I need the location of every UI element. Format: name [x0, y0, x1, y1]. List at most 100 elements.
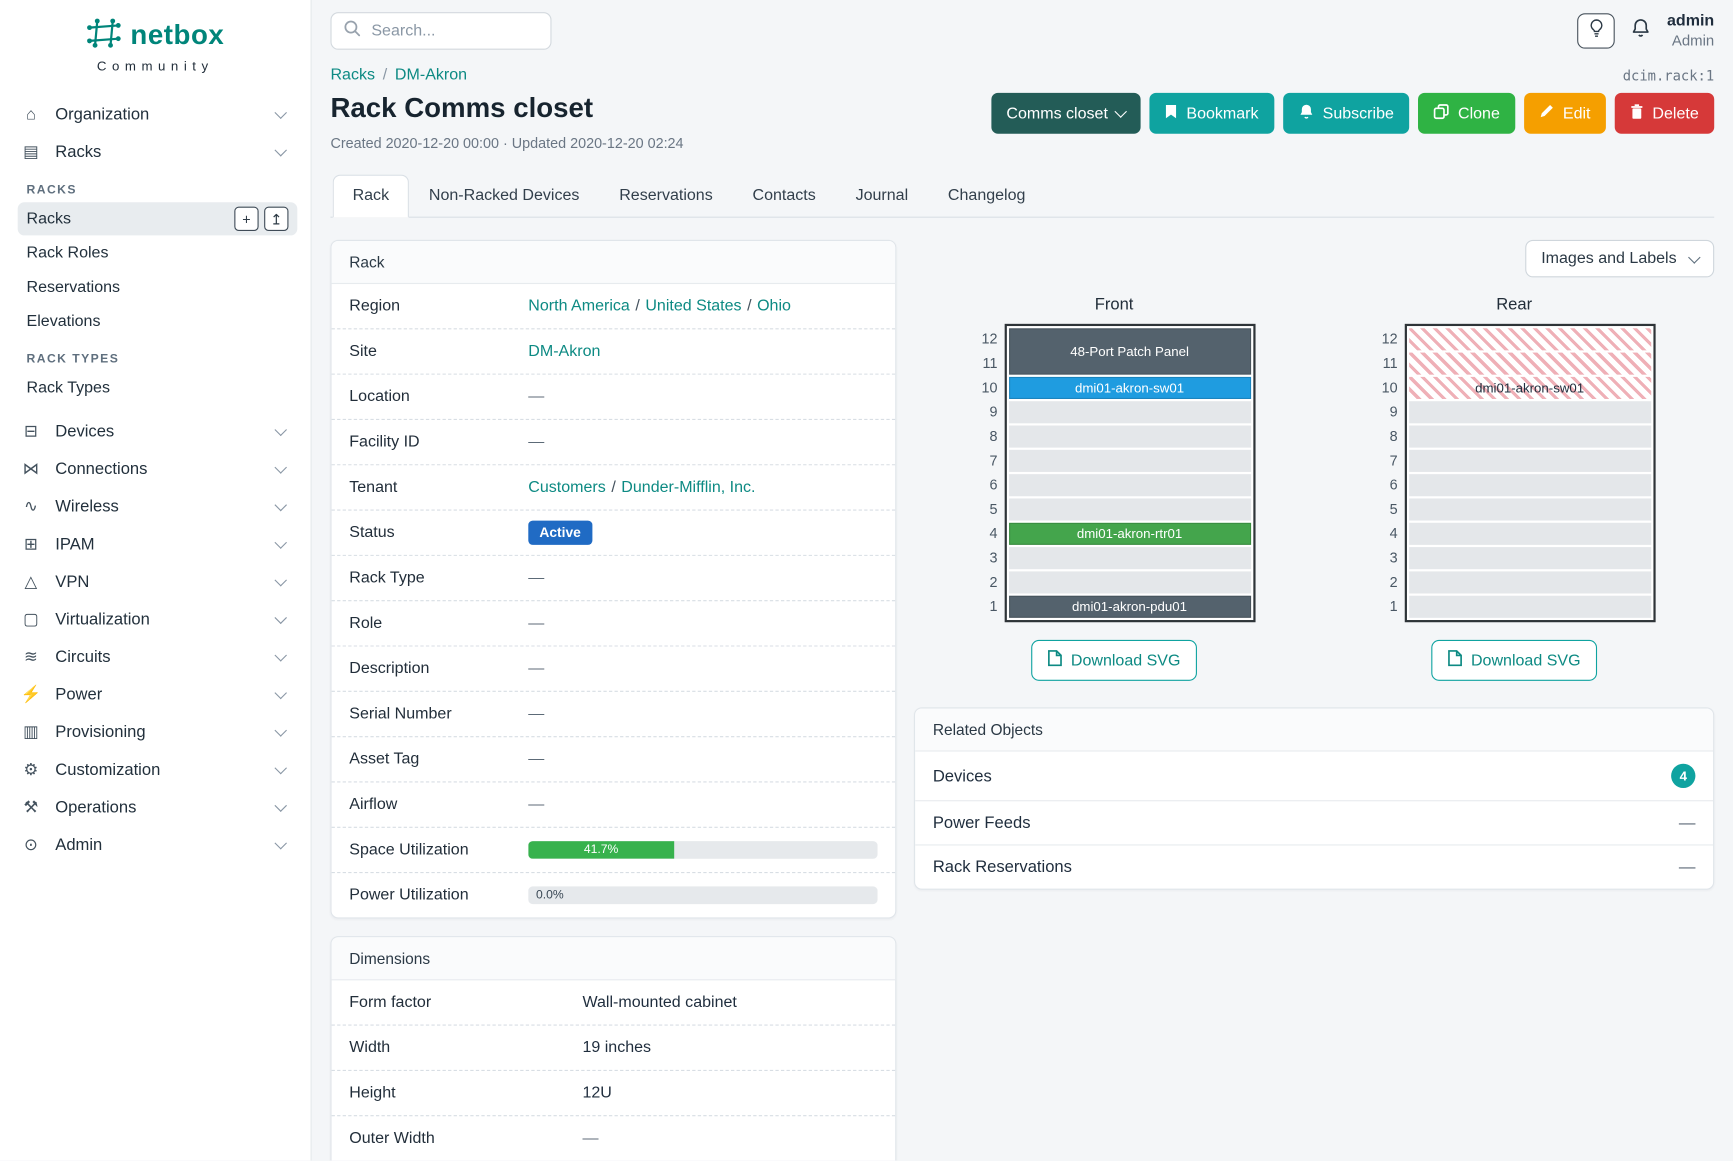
- tab-journal[interactable]: Journal: [855, 186, 909, 205]
- related-row-power-feeds[interactable]: Power Feeds —: [915, 801, 1714, 846]
- chevron-down-icon: [274, 498, 287, 511]
- sidebar-item-connections[interactable]: ⋈ Connections: [11, 450, 299, 488]
- sidebar-item-circuits[interactable]: ≋ Circuits: [11, 638, 299, 676]
- sidebar-item-admin[interactable]: ⊙ Admin: [11, 826, 299, 864]
- region-link[interactable]: Ohio: [757, 297, 791, 315]
- clone-button[interactable]: Clone: [1418, 92, 1516, 134]
- tab-contacts[interactable]: Contacts: [752, 186, 816, 205]
- tab-rack[interactable]: Rack: [332, 174, 409, 218]
- sidebar-item-customization[interactable]: ⚙ Customization: [11, 750, 299, 788]
- tab-non-racked-devices[interactable]: Non-Racked Devices: [428, 186, 580, 205]
- rack-unit-slot[interactable]: [1408, 547, 1651, 570]
- sidebar-item-racks[interactable]: ▤ Racks: [11, 133, 299, 171]
- rack-unit-slot[interactable]: [1408, 474, 1651, 497]
- virtualization-icon: ▢: [23, 610, 39, 629]
- rack-details-card: Rack Region North America / United States /…: [330, 239, 897, 919]
- dimensions-card: Dimensions Form factor Wall-mounted cabi…: [330, 936, 897, 1161]
- sidebar-item-provisioning[interactable]: ▥ Provisioning: [11, 713, 299, 751]
- sidebar-item-power[interactable]: ⚡ Power: [11, 675, 299, 713]
- rack-device-patch-panel[interactable]: 48-Port Patch Panel: [1008, 328, 1251, 375]
- region-link[interactable]: United States: [645, 297, 742, 315]
- rack-unit-slot[interactable]: [1008, 498, 1251, 521]
- attr-row-facility-id: Facility ID —: [331, 420, 896, 466]
- related-row-rack-reservations[interactable]: Rack Reservations —: [932, 857, 1696, 877]
- site-link[interactable]: DM-Akron: [528, 342, 601, 361]
- rack-unit-slot[interactable]: [1008, 474, 1251, 497]
- bell-icon: [1298, 103, 1313, 124]
- submenu-item-reservations[interactable]: Reservations: [18, 271, 298, 304]
- attr-row-status: Status Active: [331, 511, 896, 556]
- chevron-down-icon: [274, 423, 287, 436]
- sidebar-item-label: Racks: [55, 142, 102, 161]
- card-title: Related Objects: [915, 708, 1714, 752]
- delete-button[interactable]: Delete: [1614, 92, 1715, 134]
- chevron-down-icon: [274, 761, 287, 774]
- rack-unit-slot[interactable]: [1408, 401, 1651, 424]
- submenu-item-rack-types[interactable]: Rack Types: [18, 371, 298, 404]
- tab-reservations[interactable]: Reservations: [619, 186, 713, 205]
- rear-rack: dmi01-akron-sw01: [1404, 323, 1656, 623]
- brand-logo[interactable]: netbox Community: [0, 0, 311, 81]
- rack-unit-slot[interactable]: [1408, 425, 1651, 448]
- region-link[interactable]: North America: [528, 297, 630, 315]
- rack-unit-slot[interactable]: [1408, 449, 1651, 472]
- context-dropdown-button[interactable]: Comms closet: [990, 92, 1142, 134]
- rack-unit-slot[interactable]: [1408, 498, 1651, 521]
- tenant-link[interactable]: Dunder-Mifflin, Inc.: [621, 478, 756, 497]
- rack-device-pdu01[interactable]: dmi01-akron-pdu01: [1008, 595, 1251, 618]
- sidebar-item-devices[interactable]: ⊟ Devices: [11, 412, 299, 450]
- submenu-item-rack-roles[interactable]: Rack Roles: [18, 237, 298, 270]
- attr-row-tenant: Tenant Customers / Dunder-Mifflin, Inc.: [331, 465, 896, 511]
- sidebar-item-organization[interactable]: ⌂ Organization: [11, 96, 299, 132]
- tab-changelog[interactable]: Changelog: [947, 186, 1026, 205]
- rack-unit-slot[interactable]: [1008, 401, 1251, 424]
- rack-unit-slot[interactable]: [1008, 449, 1251, 472]
- tenant-group-link[interactable]: Customers: [528, 478, 606, 497]
- images-labels-select[interactable]: Images and Labels: [1525, 239, 1715, 278]
- sidebar-item-label: Admin: [55, 835, 103, 854]
- download-svg-button-front[interactable]: Download SVG: [1031, 639, 1198, 681]
- breadcrumb-site-link[interactable]: DM-Akron: [394, 66, 468, 84]
- vpn-icon: △: [24, 572, 38, 592]
- sidebar-item-operations[interactable]: ⚒ Operations: [11, 788, 299, 826]
- rack-device-sw01[interactable]: dmi01-akron-sw01: [1008, 376, 1251, 399]
- circuits-icon: ≋: [23, 647, 38, 667]
- edit-button[interactable]: Edit: [1524, 92, 1606, 134]
- rear-elevation: Rear 12 11 10 9 8 7 6 5: [1314, 295, 1714, 681]
- search-input[interactable]: [369, 20, 581, 41]
- add-rack-button[interactable]: +: [234, 206, 259, 231]
- subscribe-button[interactable]: Subscribe: [1282, 92, 1410, 134]
- sidebar-item-virtualization[interactable]: ▢ Virtualization: [11, 600, 299, 638]
- rack-unit-slot[interactable]: [1008, 547, 1251, 570]
- chevron-down-icon: [274, 686, 287, 699]
- search-icon: [344, 20, 361, 42]
- sidebar-item-vpn[interactable]: △ VPN: [11, 563, 299, 601]
- brand-name: netbox: [130, 19, 225, 51]
- action-buttons: Comms closet Bookmark Subscribe Clone: [990, 92, 1715, 134]
- rack-device-sw01-rear[interactable]: dmi01-akron-sw01: [1408, 376, 1651, 399]
- notifications-button[interactable]: [1632, 18, 1651, 43]
- unit-numbers: 12 11 10 9 8 7 6 5 4 3: [981, 330, 998, 615]
- theme-toggle-button[interactable]: [1577, 13, 1616, 49]
- sidebar-item-ipam[interactable]: ⊞ IPAM: [11, 525, 299, 563]
- related-row-devices[interactable]: Devices 4: [915, 752, 1714, 802]
- submenu-item-label: Rack Types: [26, 379, 110, 397]
- rack-unit-slot[interactable]: [1008, 425, 1251, 448]
- rack-device-rtr01[interactable]: dmi01-akron-rtr01: [1008, 522, 1251, 545]
- rack-unit-slot[interactable]: [1408, 571, 1651, 594]
- rack-unit-slot[interactable]: [1008, 571, 1251, 594]
- attr-row-asset-tag: Asset Tag —: [331, 737, 896, 783]
- rack-unit-slot[interactable]: [1408, 522, 1651, 545]
- breadcrumb-racks-link[interactable]: Racks: [330, 66, 376, 84]
- submenu-item-elevations[interactable]: Elevations: [18, 305, 298, 338]
- bookmark-button[interactable]: Bookmark: [1149, 92, 1275, 134]
- search-box[interactable]: [330, 12, 581, 50]
- import-rack-button[interactable]: ↥: [264, 206, 289, 231]
- download-svg-button-rear[interactable]: Download SVG: [1431, 639, 1598, 681]
- attr-row-airflow: Airflow —: [331, 783, 896, 828]
- sidebar-item-wireless[interactable]: ∿ Wireless: [11, 487, 299, 525]
- submenu-item-racks[interactable]: Racks + ↥: [17, 202, 298, 236]
- user-menu[interactable]: admin Admin: [1667, 12, 1714, 49]
- rack-unit-slot[interactable]: [1408, 595, 1651, 618]
